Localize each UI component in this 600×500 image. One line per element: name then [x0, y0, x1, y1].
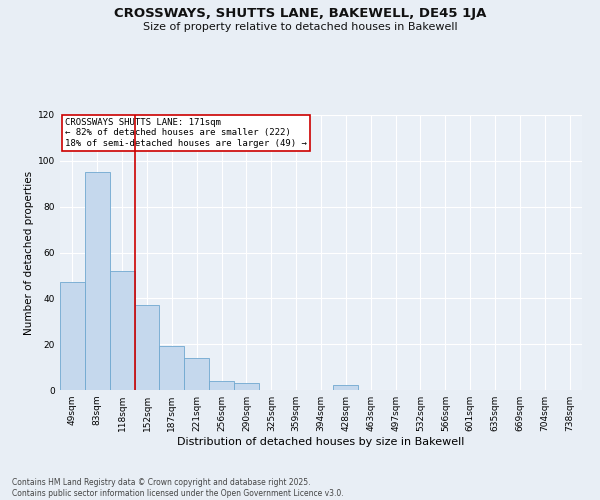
Bar [184, 358, 209, 390]
Bar [209, 381, 234, 390]
X-axis label: Distribution of detached houses by size in Bakewell: Distribution of detached houses by size … [178, 437, 464, 447]
Text: CROSSWAYS, SHUTTS LANE, BAKEWELL, DE45 1JA: CROSSWAYS, SHUTTS LANE, BAKEWELL, DE45 1… [114, 8, 486, 20]
Bar [60, 282, 85, 390]
Bar [110, 271, 134, 390]
Bar [234, 383, 259, 390]
Bar [134, 305, 160, 390]
Bar [334, 386, 358, 390]
Bar [85, 172, 110, 390]
Bar [160, 346, 184, 390]
Text: Contains HM Land Registry data © Crown copyright and database right 2025.
Contai: Contains HM Land Registry data © Crown c… [12, 478, 344, 498]
Text: Size of property relative to detached houses in Bakewell: Size of property relative to detached ho… [143, 22, 457, 32]
Y-axis label: Number of detached properties: Number of detached properties [24, 170, 34, 334]
Text: CROSSWAYS SHUTTS LANE: 171sqm
← 82% of detached houses are smaller (222)
18% of : CROSSWAYS SHUTTS LANE: 171sqm ← 82% of d… [65, 118, 307, 148]
